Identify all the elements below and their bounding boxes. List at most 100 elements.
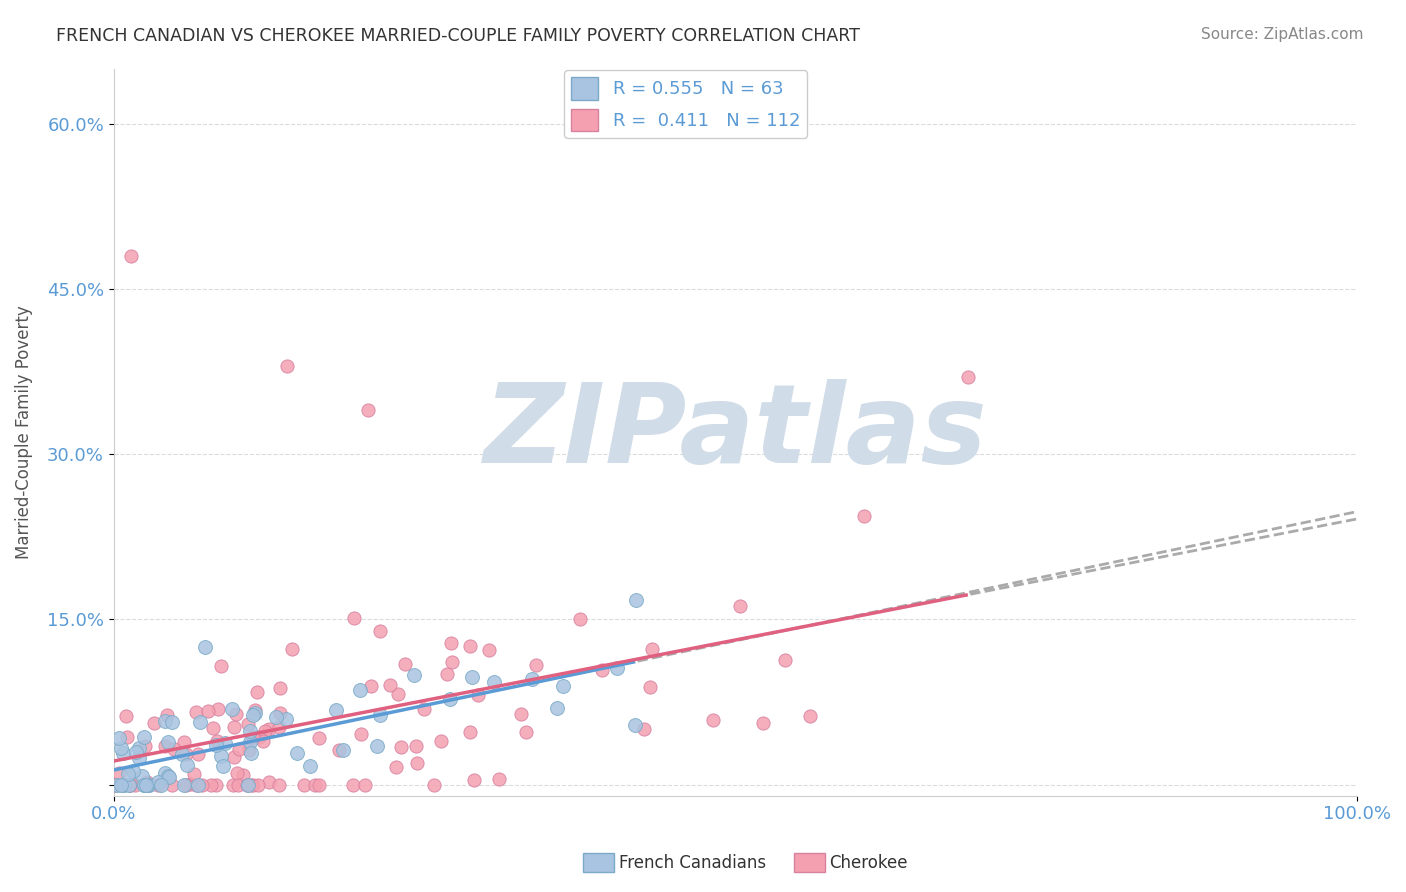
Point xyxy=(124,778,146,792)
Point xyxy=(461,670,484,684)
Point xyxy=(482,675,505,690)
Point xyxy=(269,681,291,695)
Point xyxy=(257,774,280,789)
Point xyxy=(269,778,291,792)
Point xyxy=(188,714,211,729)
Point xyxy=(591,663,613,677)
Point xyxy=(115,731,138,745)
Point xyxy=(242,731,264,745)
Point xyxy=(350,727,373,741)
Point xyxy=(510,707,533,722)
Point xyxy=(153,739,176,754)
Point xyxy=(299,759,322,773)
Point xyxy=(243,703,266,717)
Point xyxy=(370,624,392,639)
Point xyxy=(120,778,142,792)
Point xyxy=(179,777,201,791)
Point xyxy=(354,778,377,792)
Point xyxy=(209,659,232,673)
Point xyxy=(956,370,979,384)
Point xyxy=(287,746,309,760)
Point xyxy=(440,636,463,650)
Point xyxy=(131,769,153,783)
Point xyxy=(222,750,245,764)
Point xyxy=(138,778,160,792)
Point xyxy=(153,765,176,780)
Point xyxy=(633,722,655,736)
Point xyxy=(308,778,330,792)
Point xyxy=(458,725,481,739)
Point xyxy=(799,709,821,723)
Point xyxy=(640,681,662,695)
Text: Cherokee: Cherokee xyxy=(830,854,908,871)
Point xyxy=(174,747,197,761)
Point xyxy=(246,685,269,699)
Point xyxy=(328,743,350,757)
Point xyxy=(134,778,156,792)
Point xyxy=(380,678,402,692)
Point xyxy=(149,778,172,792)
Point xyxy=(118,778,141,792)
Point xyxy=(138,778,160,792)
Point xyxy=(201,721,224,735)
Point xyxy=(204,739,226,753)
Point xyxy=(194,640,217,655)
Text: ZIPatlas: ZIPatlas xyxy=(484,378,987,485)
Point xyxy=(240,731,263,745)
Point xyxy=(522,672,544,686)
Point xyxy=(156,707,179,722)
Point xyxy=(773,653,796,667)
Point xyxy=(163,741,186,756)
Point xyxy=(121,249,143,263)
Point xyxy=(280,642,302,657)
Point xyxy=(551,680,574,694)
Point xyxy=(162,778,184,792)
Point xyxy=(332,743,354,757)
Point xyxy=(325,703,347,717)
Point xyxy=(430,734,453,748)
Point xyxy=(143,715,166,730)
Point xyxy=(239,724,262,739)
Point xyxy=(225,707,247,722)
Point xyxy=(366,739,388,753)
Point xyxy=(436,667,458,681)
Point xyxy=(238,743,260,757)
Point xyxy=(108,766,131,780)
Point xyxy=(357,403,380,417)
Point xyxy=(269,720,291,734)
Point xyxy=(413,702,436,716)
Point xyxy=(439,692,461,706)
Text: Source: ZipAtlas.com: Source: ZipAtlas.com xyxy=(1201,27,1364,42)
Point xyxy=(405,756,427,770)
Point xyxy=(156,769,179,783)
Point xyxy=(236,778,259,792)
Point xyxy=(524,657,547,672)
Point xyxy=(460,639,482,653)
Point xyxy=(343,611,366,625)
Point xyxy=(103,778,125,792)
Point xyxy=(186,706,208,720)
Point xyxy=(110,778,132,792)
Point xyxy=(259,722,281,736)
Point xyxy=(174,778,197,792)
FancyBboxPatch shape xyxy=(794,853,825,872)
Point xyxy=(136,778,159,792)
Point xyxy=(515,724,537,739)
Point xyxy=(569,612,592,626)
Point xyxy=(247,730,270,744)
Point xyxy=(239,746,262,760)
Point xyxy=(488,772,510,786)
Point xyxy=(242,778,264,792)
Point xyxy=(135,778,157,792)
Point xyxy=(115,708,138,723)
Point xyxy=(135,775,157,789)
Point xyxy=(156,735,179,749)
Point xyxy=(546,701,568,715)
Point xyxy=(240,778,263,792)
Point xyxy=(368,708,391,723)
Point xyxy=(624,717,647,731)
Point xyxy=(276,359,298,373)
Point xyxy=(238,716,260,731)
Point xyxy=(640,642,662,657)
Point xyxy=(104,778,127,792)
